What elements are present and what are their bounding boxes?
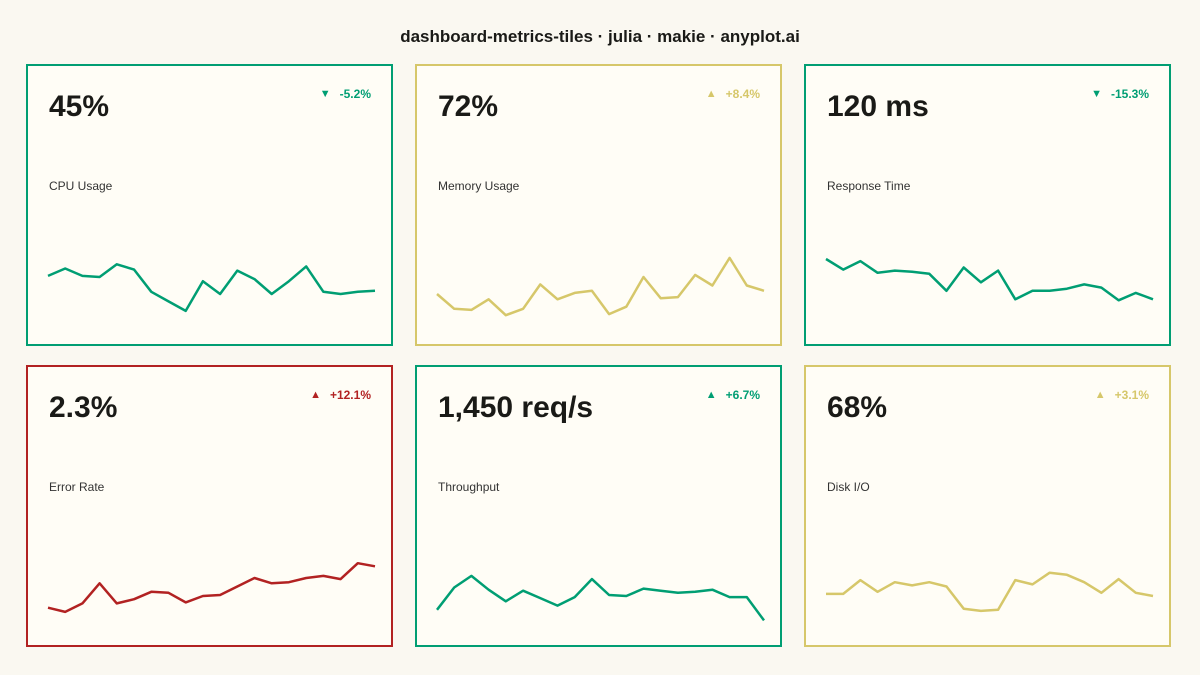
- trend-indicator: ▲ +8.4%: [706, 87, 760, 101]
- metric-tile: 2.3% Error Rate ▲ +12.1%: [26, 365, 393, 647]
- metric-label: Error Rate: [49, 480, 105, 494]
- sparkline-series: [47, 561, 376, 614]
- sparkline-series: [436, 256, 765, 317]
- metric-label: Throughput: [438, 480, 500, 494]
- sparkline-chart: [825, 257, 1154, 302]
- metric-value: 72%: [438, 90, 499, 123]
- metric-value: 120 ms: [827, 90, 929, 123]
- trend-indicator: ▲ +3.1%: [1095, 388, 1149, 402]
- metric-value: 1,450 req/s: [438, 391, 594, 424]
- metric-tile: 45% CPU Usage ▼ -5.2%: [26, 64, 393, 346]
- trend-indicator: ▼ -5.2%: [320, 87, 371, 101]
- metric-value: 45%: [49, 90, 110, 123]
- triangle-up-icon: ▲: [310, 389, 321, 401]
- triangle-up-icon: ▲: [1094, 389, 1106, 401]
- metric-value: 68%: [827, 391, 888, 424]
- triangle-down-icon: ▼: [319, 88, 331, 100]
- change-percent: +3.1%: [1114, 388, 1149, 402]
- trend-indicator: ▲ +12.1%: [310, 388, 371, 402]
- sparkline-series: [825, 257, 1154, 302]
- sparkline-chart: [436, 256, 765, 317]
- metric-tile: 1,450 req/s Throughput ▲ +6.7%: [415, 365, 782, 647]
- sparkline-chart: [47, 263, 376, 313]
- sparkline-chart: [47, 561, 376, 614]
- sparkline-series: [826, 571, 1154, 613]
- sparkline-series: [47, 263, 376, 313]
- triangle-up-icon: ▲: [705, 88, 717, 100]
- metric-label: Disk I/O: [827, 480, 870, 494]
- change-percent: +12.1%: [329, 388, 371, 402]
- metric-tile: 72% Memory Usage ▲ +8.4%: [415, 64, 782, 346]
- metric-value: 2.3%: [49, 391, 118, 424]
- sparkline-chart: [826, 571, 1154, 613]
- change-percent: -5.2%: [339, 87, 371, 101]
- triangle-up-icon: ▲: [705, 389, 717, 401]
- sparkline-chart: [436, 574, 766, 622]
- sparkline-series: [436, 574, 766, 622]
- trend-indicator: ▲ +6.7%: [706, 388, 760, 402]
- metric-label: Response Time: [827, 179, 911, 193]
- trend-indicator: ▼ -15.3%: [1091, 87, 1149, 101]
- metric-label: CPU Usage: [49, 179, 113, 193]
- page-title: dashboard-metrics-tiles · julia · makie …: [400, 27, 800, 46]
- metric-tile: 68% Disk I/O ▲ +3.1%: [804, 365, 1171, 647]
- metric-label: Memory Usage: [438, 179, 520, 193]
- metric-tile: 120 ms Response Time ▼ -15.3%: [804, 64, 1171, 346]
- change-percent: +8.4%: [725, 87, 760, 101]
- triangle-down-icon: ▼: [1091, 88, 1102, 100]
- change-percent: -15.3%: [1110, 87, 1149, 101]
- change-percent: +6.7%: [725, 388, 760, 402]
